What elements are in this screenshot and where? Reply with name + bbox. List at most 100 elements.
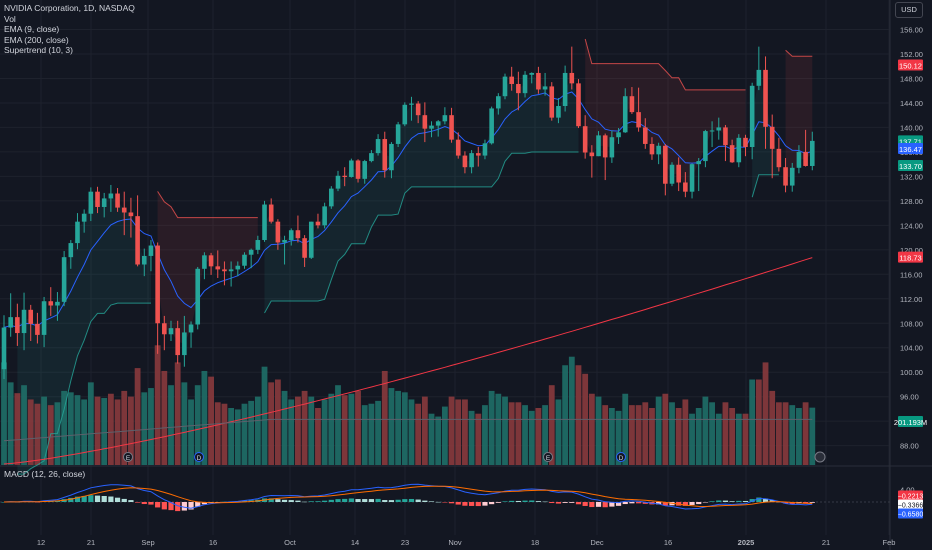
candle-body[interactable] [155,245,160,324]
candle-body[interactable] [415,103,421,116]
candle-body[interactable] [502,76,508,97]
candle-body[interactable] [449,115,454,140]
candle-body[interactable] [295,230,301,239]
candle-body[interactable] [602,135,608,158]
candle-body[interactable] [663,145,668,184]
candle-body[interactable] [48,301,54,306]
candle-body[interactable] [162,323,167,335]
candle-body[interactable] [783,167,788,186]
candle-body[interactable] [496,96,501,109]
candle-body[interactable] [35,323,40,335]
candle-body[interactable] [769,126,775,149]
candle-body[interactable] [268,204,274,222]
candle-body[interactable] [809,140,815,166]
candle-body[interactable] [195,268,201,325]
candle-body[interactable] [422,115,428,129]
candle-body[interactable] [756,69,762,86]
candle-body[interactable] [516,83,521,94]
candle-body[interactable] [556,106,561,118]
candle-body[interactable] [536,72,541,90]
candle-body[interactable] [569,72,575,84]
candle-body[interactable] [222,269,227,272]
candle-body[interactable] [409,103,414,105]
candle-body[interactable] [482,143,488,156]
candle-body[interactable] [61,257,67,302]
candle-body[interactable] [21,309,27,334]
candle-body[interactable] [15,317,20,334]
candle-body[interactable] [576,83,581,127]
candle-body[interactable] [262,204,267,241]
candle-body[interactable] [395,124,401,144]
candle-body[interactable] [1,327,7,370]
candle-body[interactable] [248,249,254,255]
candle-body[interactable] [135,216,140,265]
candle-body[interactable] [749,85,755,148]
candle-body[interactable] [228,269,234,272]
candle-body[interactable] [68,243,74,258]
candle-body[interactable] [141,255,147,265]
lightning-icon[interactable] [814,451,826,463]
candle-body[interactable] [582,126,588,153]
candle-body[interactable] [529,72,535,75]
candle-body[interactable] [683,182,688,192]
candle-body[interactable] [288,230,294,241]
candle-body[interactable] [302,238,307,258]
candle-body[interactable] [108,193,114,199]
candle-body[interactable] [669,164,675,184]
candle-body[interactable] [282,240,287,243]
candle-body[interactable] [101,198,107,207]
candle-body[interactable] [28,309,34,324]
candle-body[interactable] [188,324,194,333]
legend-vol[interactable]: Vol [4,13,16,24]
candle-body[interactable] [736,137,742,163]
candle-body[interactable] [429,125,434,129]
candle-body[interactable] [596,135,601,157]
candle-body[interactable] [55,301,60,306]
candle-body[interactable] [148,245,154,256]
candle-body[interactable] [115,193,120,208]
candle-body[interactable] [549,86,555,118]
candle-body[interactable] [689,164,695,192]
candle-body[interactable] [442,115,448,122]
candle-body[interactable] [375,139,381,154]
candle-body[interactable] [208,255,214,267]
event-marker-circle[interactable] [123,452,133,462]
legend-title[interactable]: NVIDIA Corporation, 1D, NASDAQ [4,3,135,13]
candle-body[interactable] [329,188,334,207]
candle-body[interactable] [696,161,702,165]
candle-body[interactable] [121,207,127,213]
candle-body[interactable] [235,265,241,270]
candle-body[interactable] [168,328,174,335]
candle-body[interactable] [202,255,207,269]
candle-body[interactable] [629,96,635,113]
candle-body[interactable] [242,254,247,266]
candle-body[interactable] [776,148,782,168]
candle-body[interactable] [182,332,187,356]
candle-body[interactable] [315,221,321,226]
candle-body[interactable] [462,155,468,168]
candle-body[interactable] [335,175,341,189]
candlesticks[interactable] [1,46,815,379]
candle-body[interactable] [589,152,595,157]
candle-body[interactable] [763,69,768,127]
candle-body[interactable] [723,127,728,146]
candle-body[interactable] [435,121,441,126]
candle-body[interactable] [455,139,461,156]
candle-body[interactable] [803,151,808,166]
event-marker-circle[interactable] [194,452,204,462]
currency-button[interactable]: USD [895,2,923,18]
candle-body[interactable] [622,96,628,133]
candle-body[interactable] [729,145,735,163]
candle-body[interactable] [389,143,394,171]
candle-body[interactable] [175,328,180,356]
candle-body[interactable] [656,145,661,155]
candle-body[interactable] [489,108,494,144]
candle-body[interactable] [128,212,134,217]
candle-body[interactable] [509,76,514,84]
candle-body[interactable] [215,266,221,270]
candle-body[interactable] [41,301,47,335]
legend-supertrend[interactable]: Supertrend (10, 3) [4,45,73,55]
candle-body[interactable] [349,160,354,177]
